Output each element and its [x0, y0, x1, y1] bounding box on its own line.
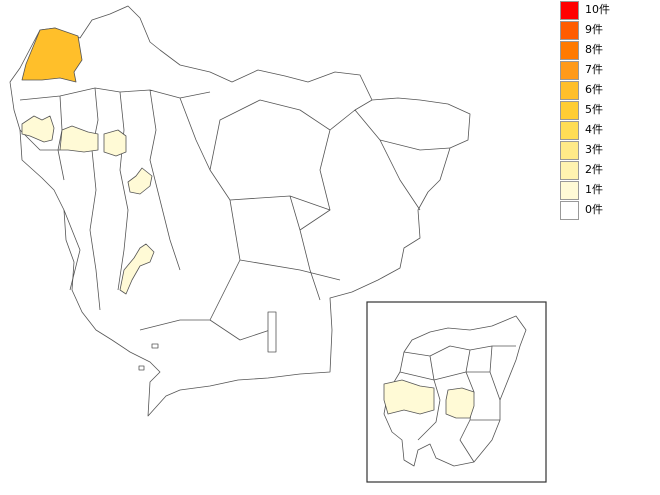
- legend-label: 2件: [585, 163, 603, 176]
- legend-item: 8件: [560, 40, 650, 60]
- region-central-town-a: [127, 167, 153, 195]
- island: [267, 311, 277, 353]
- island: [151, 343, 159, 349]
- region-inset-ward-east: [445, 387, 475, 419]
- legend-item: 3件: [560, 140, 650, 160]
- legend-label: 1件: [585, 183, 603, 196]
- legend-swatch: [560, 201, 579, 220]
- legend-label: 6件: [585, 83, 603, 96]
- legend-swatch: [560, 41, 579, 60]
- inset-map: [366, 301, 547, 483]
- legend-swatch: [560, 141, 579, 160]
- legend-swatch: [560, 161, 579, 180]
- island: [138, 365, 145, 371]
- region-inset-ward-west: [383, 379, 435, 415]
- region-northwest-city: [21, 27, 83, 83]
- legend-item: 2件: [560, 160, 650, 180]
- inset-frame: [366, 301, 547, 483]
- legend: 10件 9件 8件 7件 6件 5件 4件 3件 2件 1件 0件: [560, 0, 650, 220]
- region-central-town-b: [119, 243, 155, 295]
- legend-label: 4件: [585, 123, 603, 136]
- legend-label: 10件: [585, 3, 610, 16]
- legend-item: 0件: [560, 200, 650, 220]
- legend-swatch: [560, 121, 579, 140]
- legend-item: 1件: [560, 180, 650, 200]
- legend-item: 9件: [560, 20, 650, 40]
- prefecture-outline: [9, 5, 471, 417]
- legend-item: 4件: [560, 120, 650, 140]
- legend-swatch: [560, 1, 579, 20]
- legend-label: 3件: [585, 143, 603, 156]
- legend-swatch: [560, 181, 579, 200]
- legend-item: 10件: [560, 0, 650, 20]
- legend-swatch: [560, 81, 579, 100]
- legend-swatch: [560, 61, 579, 80]
- region-west-town-c: [103, 129, 127, 157]
- inset-boundaries: [399, 345, 516, 463]
- prefecture-base: [9, 5, 471, 417]
- legend-swatch: [560, 21, 579, 40]
- region-west-town-a: [21, 115, 55, 143]
- legend-label: 7件: [585, 63, 603, 76]
- legend-label: 5件: [585, 103, 603, 116]
- legend-swatch: [560, 101, 579, 120]
- highlighted-regions: [21, 27, 155, 295]
- legend-label: 9件: [585, 23, 603, 36]
- legend-label: 0件: [585, 203, 603, 216]
- legend-item: 5件: [560, 100, 650, 120]
- boundary-lines: [19, 87, 451, 341]
- region-west-town-b: [59, 125, 99, 153]
- legend-label: 8件: [585, 43, 603, 56]
- legend-item: 6件: [560, 80, 650, 100]
- legend-item: 7件: [560, 60, 650, 80]
